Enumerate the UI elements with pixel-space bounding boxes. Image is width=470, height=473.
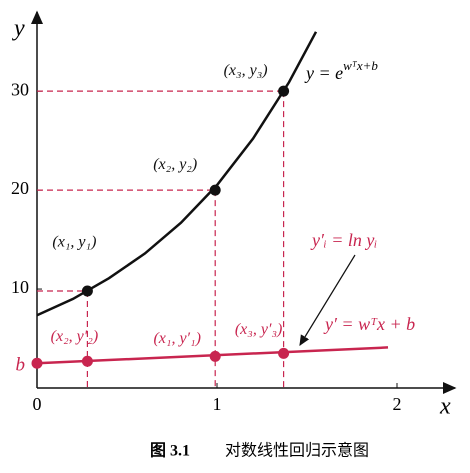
- data-point: [31, 357, 43, 369]
- data-point: [209, 350, 221, 362]
- y-axis-label: y: [12, 16, 25, 42]
- y-tick-label: 30: [11, 79, 29, 99]
- curve-equation-base: y = e: [304, 63, 343, 83]
- point-label: (x₃, y₃): [224, 62, 268, 79]
- annotation-arrow: [299, 254, 356, 347]
- intercept-label: b: [16, 354, 26, 375]
- y-tick-label: 10: [11, 277, 29, 297]
- data-point: [81, 285, 93, 297]
- point-label: (x₁, y₁): [52, 234, 96, 251]
- log-equation: y′ᵢ = ln yᵢ: [310, 230, 377, 250]
- curve-equation-exponent: wᵀx+b: [343, 58, 378, 73]
- curve-equation: y = ewᵀx+b: [304, 58, 378, 83]
- x-tick-label: 1: [213, 394, 222, 414]
- data-point: [81, 355, 93, 367]
- line-equation: y′ = wᵀx + b: [323, 314, 415, 334]
- series-line: [36, 31, 318, 317]
- y-tick-label: 20: [11, 178, 29, 198]
- data-point: [278, 347, 290, 359]
- data-point: [278, 85, 290, 97]
- x-axis-label: x: [439, 394, 451, 420]
- caption-text: 对数线性回归示意图: [225, 441, 369, 460]
- data-point: [209, 184, 221, 196]
- x-tick-label: 0: [33, 394, 42, 414]
- point-label: (x₁, y′₁): [153, 330, 200, 347]
- point-label: (x₂, y₂): [153, 156, 197, 173]
- caption-number: 图 3.1: [150, 442, 190, 460]
- point-label: (x₂, y′₂): [51, 328, 98, 345]
- point-label: (x₃, y′₃): [235, 321, 282, 338]
- x-tick-label: 2: [393, 394, 402, 414]
